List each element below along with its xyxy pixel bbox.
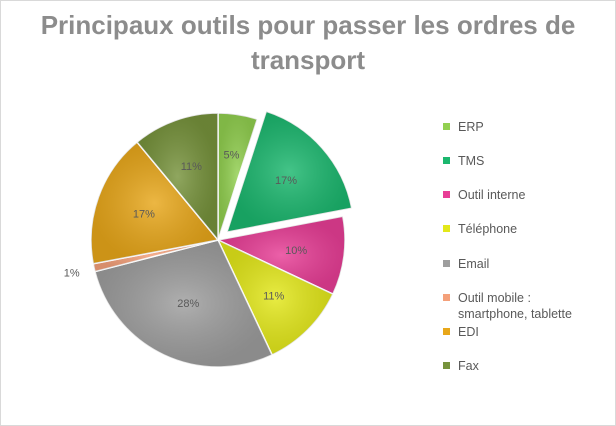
data-label-email: 28%: [177, 298, 199, 310]
legend-swatch: [443, 157, 450, 164]
data-label-outil-interne: 10%: [285, 245, 307, 257]
data-label-erp: 5%: [224, 150, 240, 162]
legend-label: TMS: [458, 154, 485, 168]
legend-swatch: [443, 260, 450, 267]
legend-swatch: [443, 225, 450, 232]
legend-swatch: [443, 328, 450, 335]
legend-label: Fax: [458, 359, 479, 373]
data-label-outil-mobile-smartphone-tablette: 1%: [64, 268, 80, 280]
data-label-telephone: 11%: [263, 291, 284, 303]
legend-swatch: [443, 123, 450, 130]
data-label-fax: 11%: [181, 161, 202, 173]
legend-swatch: [443, 362, 450, 369]
legend-label: EDI: [458, 325, 479, 339]
chart-title: Principaux outils pour passer les ordres…: [40, 10, 576, 75]
legend-swatch: [443, 191, 450, 198]
legend-label: Outil mobile : smartphone, tablette: [458, 291, 572, 321]
data-label-tms: 17%: [275, 175, 297, 187]
legend-label: Email: [458, 257, 490, 271]
legend-swatch: [443, 294, 450, 301]
legend-label: Outil interne: [458, 188, 526, 202]
legend-label: Téléphone: [458, 222, 518, 236]
data-label-edi: 17%: [133, 208, 155, 220]
legend-label: ERP: [458, 120, 484, 134]
